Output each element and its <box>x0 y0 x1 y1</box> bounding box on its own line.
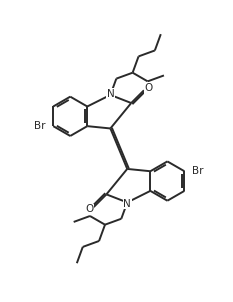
Text: Br: Br <box>192 166 203 176</box>
Text: N: N <box>123 199 131 209</box>
Text: N: N <box>106 89 114 99</box>
Text: Br: Br <box>34 121 46 131</box>
Text: O: O <box>144 83 153 93</box>
Text: O: O <box>85 204 93 214</box>
